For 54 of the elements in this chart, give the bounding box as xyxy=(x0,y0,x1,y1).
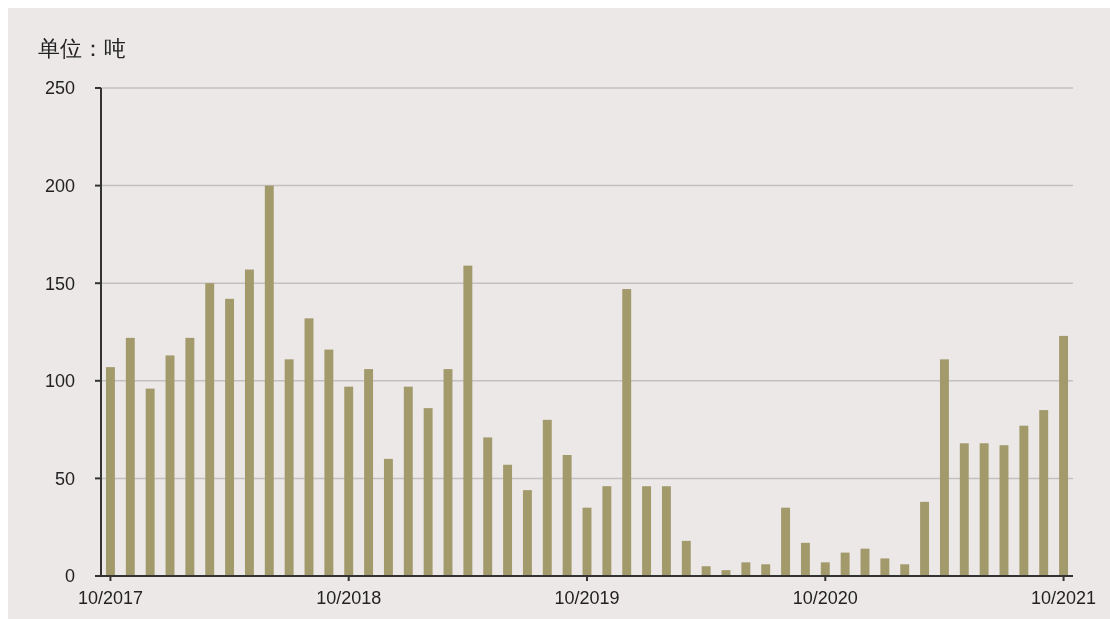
x-tick-label: 10/2021 xyxy=(1031,588,1097,608)
bar xyxy=(284,359,294,576)
bar xyxy=(1039,410,1049,576)
x-tick-label: 10/2020 xyxy=(792,588,858,608)
bar xyxy=(225,298,235,576)
bar xyxy=(900,564,910,576)
bar xyxy=(522,490,532,576)
bar xyxy=(681,540,691,576)
bar xyxy=(185,337,195,576)
bar xyxy=(403,386,413,576)
bar xyxy=(939,359,949,576)
y-tick-label: 250 xyxy=(44,78,75,99)
bar xyxy=(562,454,572,576)
bar xyxy=(324,349,334,576)
bar xyxy=(959,443,969,576)
bar xyxy=(205,283,215,576)
bar xyxy=(264,185,274,576)
bar xyxy=(364,369,374,576)
y-tick-label: 0 xyxy=(64,566,75,587)
y-tick-label: 150 xyxy=(44,273,75,294)
y-axis-title: 单位：吨 xyxy=(38,36,126,61)
bar xyxy=(642,486,652,576)
bar xyxy=(820,562,830,576)
y-tick-label: 100 xyxy=(44,371,75,392)
bar xyxy=(483,437,493,576)
bar xyxy=(661,486,671,576)
bar xyxy=(800,542,810,576)
x-tick-label: 10/2017 xyxy=(77,588,143,608)
bar xyxy=(741,562,751,576)
y-tick-label: 50 xyxy=(54,468,75,489)
bar xyxy=(1019,425,1029,576)
bar xyxy=(463,265,473,576)
bar xyxy=(503,464,513,576)
bar xyxy=(920,501,930,576)
bar xyxy=(781,507,791,576)
bar xyxy=(542,419,552,576)
bar xyxy=(145,388,155,576)
bar xyxy=(622,289,632,576)
bar xyxy=(701,566,711,576)
bar xyxy=(344,386,354,576)
bar xyxy=(761,564,771,576)
bar xyxy=(979,443,989,576)
x-tick-label: 10/2018 xyxy=(316,588,382,608)
bar xyxy=(1059,335,1069,576)
bar xyxy=(244,269,254,576)
bar xyxy=(383,458,393,576)
bar xyxy=(105,367,115,576)
y-tick-label: 200 xyxy=(44,175,75,196)
x-tick-label: 10/2019 xyxy=(554,588,620,608)
bar xyxy=(125,337,135,576)
bar xyxy=(880,558,890,576)
bar xyxy=(840,552,850,576)
bar xyxy=(602,486,612,576)
bar xyxy=(423,408,433,576)
